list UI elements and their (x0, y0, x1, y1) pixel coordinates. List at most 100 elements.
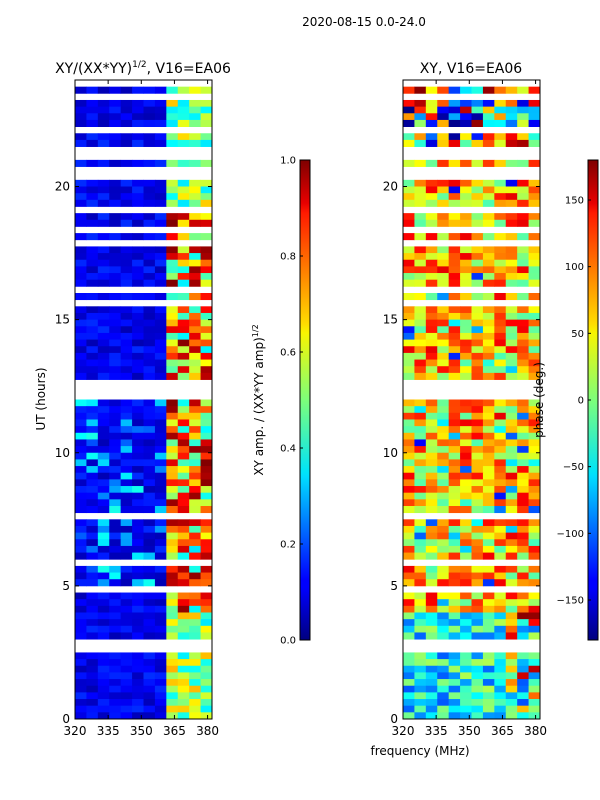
heatmap-cell (86, 506, 99, 514)
heatmap-cell (471, 199, 484, 207)
heatmap-cell (517, 352, 529, 360)
heatmap-cell (517, 446, 529, 454)
heatmap-cell (403, 625, 415, 633)
heatmap-cell (448, 472, 461, 480)
heatmap-cell (482, 359, 495, 367)
heatmap-cell (414, 486, 427, 494)
heatmap-cell (494, 113, 507, 121)
heatmap-cell (494, 86, 507, 94)
colorbar-tick-label: 50 (571, 329, 584, 340)
heatmap-cell (425, 159, 438, 167)
heatmap-cell (143, 253, 156, 261)
heatmap-cell (166, 565, 179, 573)
heatmap-cell (528, 599, 541, 607)
heatmap-cell (517, 319, 529, 327)
heatmap-cell (132, 366, 144, 374)
heatmap-cell (200, 632, 213, 640)
heatmap-cell (200, 459, 213, 467)
heatmap-cell (482, 539, 495, 547)
heatmap-cell (189, 352, 201, 360)
heatmap-cell (505, 246, 518, 254)
heatmap-cell (517, 532, 529, 540)
heatmap-cell (154, 492, 167, 500)
heatmap-cell (403, 273, 415, 281)
heatmap-cell (494, 426, 507, 434)
heatmap-cell (528, 659, 541, 667)
heatmap-cell (482, 439, 495, 447)
heatmap-cell (482, 632, 495, 640)
heatmap-cell (143, 372, 156, 380)
heatmap-cell (166, 672, 179, 680)
heatmap-cell (414, 439, 427, 447)
heatmap-cell (75, 332, 87, 340)
heatmap-cell (75, 372, 87, 380)
heatmap-cell (86, 253, 99, 261)
heatmap-cell (75, 599, 87, 607)
heatmap-cell (471, 346, 484, 354)
heatmap-cell (494, 419, 507, 427)
heatmap-cell (505, 179, 518, 187)
heatmap-cell (154, 412, 167, 420)
heatmap-cell (177, 113, 190, 121)
heatmap-cell (425, 432, 438, 440)
heatmap-cell (143, 652, 156, 660)
heatmap-cell (143, 106, 156, 114)
heatmap-cell (494, 619, 507, 627)
heatmap-cell (494, 712, 507, 720)
heatmap-cell (120, 273, 133, 281)
heatmap-cell (143, 712, 156, 720)
left-cbar-label-sup: 1/2 (251, 324, 260, 337)
heatmap-cell (403, 312, 415, 321)
heatmap-cell (200, 326, 213, 334)
heatmap-cell (437, 106, 450, 114)
heatmap-cell (189, 399, 201, 407)
heatmap-cell (528, 672, 541, 680)
heatmap-cell (471, 426, 484, 434)
heatmap-cell (528, 605, 541, 613)
heatmap-cell (132, 692, 144, 700)
heatmap-cell (403, 259, 415, 267)
heatmap-cell (482, 253, 495, 261)
heatmap-cell (471, 506, 484, 514)
heatmap-cell (177, 346, 190, 354)
heatmap-cell (109, 253, 122, 261)
x-tick-label: 350 (458, 724, 481, 738)
heatmap-cell (414, 159, 427, 167)
heatmap-cell (200, 612, 213, 620)
heatmap-cell (120, 186, 133, 194)
heatmap-cell (97, 346, 110, 354)
heatmap-cell (528, 432, 541, 440)
heatmap-cell (143, 699, 156, 707)
heatmap-cell (517, 259, 529, 267)
heatmap-cell (517, 113, 529, 121)
heatmap-cell (177, 273, 190, 281)
heatmap-cell (528, 472, 541, 480)
heatmap-cell (200, 592, 213, 600)
heatmap-cell (425, 492, 438, 500)
heatmap-cell (143, 199, 156, 207)
heatmap-cell (200, 579, 213, 587)
heatmap-cell (494, 552, 507, 560)
heatmap-cell (132, 552, 144, 560)
heatmap-cell (528, 179, 541, 187)
heatmap-cell (425, 213, 438, 221)
heatmap-cell (177, 466, 190, 474)
heatmap-cell (177, 372, 190, 380)
heatmap-cell (403, 552, 415, 560)
heatmap-cell (505, 446, 518, 454)
heatmap-cell (177, 452, 190, 460)
heatmap-cell (86, 179, 99, 187)
heatmap-cell (494, 186, 507, 194)
heatmap-cell (448, 539, 461, 547)
heatmap-cell (109, 479, 122, 487)
y-tick-label: 10 (383, 446, 398, 460)
heatmap-cell (97, 492, 110, 500)
left-colorbar (299, 159, 311, 641)
heatmap-cell (86, 213, 99, 221)
heatmap-cell (448, 179, 461, 187)
heatmap-cell (120, 339, 133, 347)
heatmap-cell (482, 625, 495, 633)
heatmap-cell (166, 359, 179, 367)
heatmap-cell (494, 259, 507, 267)
heatmap-cell (120, 412, 133, 420)
